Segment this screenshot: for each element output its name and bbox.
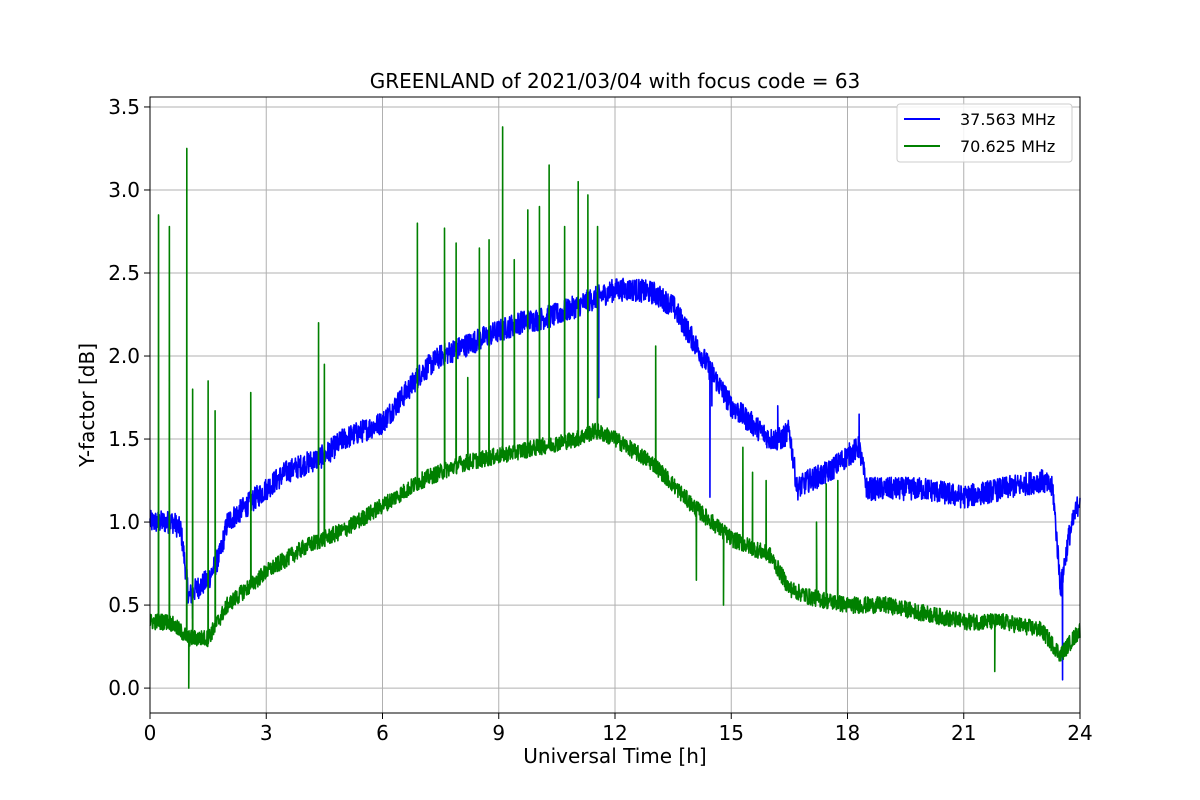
y-tick-label: 0.5	[108, 593, 140, 617]
x-tick-label: 3	[260, 721, 273, 745]
y-tick-label: 1.0	[108, 510, 140, 534]
x-tick-label: 15	[719, 721, 744, 745]
y-tick-label: 3.0	[108, 178, 140, 202]
y-tick-label: 1.5	[108, 427, 140, 451]
x-tick-label: 18	[835, 721, 860, 745]
y-tick-label: 2.5	[108, 261, 140, 285]
y-axis-label: Y-factor [dB]	[75, 343, 99, 468]
series-line-1	[149, 126, 1081, 689]
y-axis-ticks: 0.0 0.5 1.0 1.5 2.0 2.5 3.0 3.5	[108, 95, 150, 700]
x-tick-label: 6	[376, 721, 389, 745]
x-axis-label: Universal Time [h]	[523, 744, 706, 768]
legend-label: 37.563 MHz	[960, 110, 1055, 129]
y-tick-label: 2.0	[108, 344, 140, 368]
x-tick-label: 21	[951, 721, 976, 745]
chart-title: GREENLAND of 2021/03/04 with focus code …	[370, 69, 861, 93]
series-line-0	[149, 277, 1081, 681]
y-tick-label: 0.0	[108, 676, 140, 700]
y-tick-label: 3.5	[108, 95, 140, 119]
x-tick-label: 24	[1067, 721, 1092, 745]
legend-label: 70.625 MHz	[960, 137, 1055, 156]
x-axis-ticks: 0 3 6 9 12 15 18 21 24	[144, 713, 1093, 745]
x-tick-label: 9	[492, 721, 505, 745]
legend-box	[896, 103, 1073, 163]
legend: 37.563 MHz 70.625 MHz	[896, 103, 1073, 163]
series-layer	[149, 126, 1081, 689]
x-tick-label: 12	[602, 721, 627, 745]
x-tick-label: 0	[144, 721, 157, 745]
